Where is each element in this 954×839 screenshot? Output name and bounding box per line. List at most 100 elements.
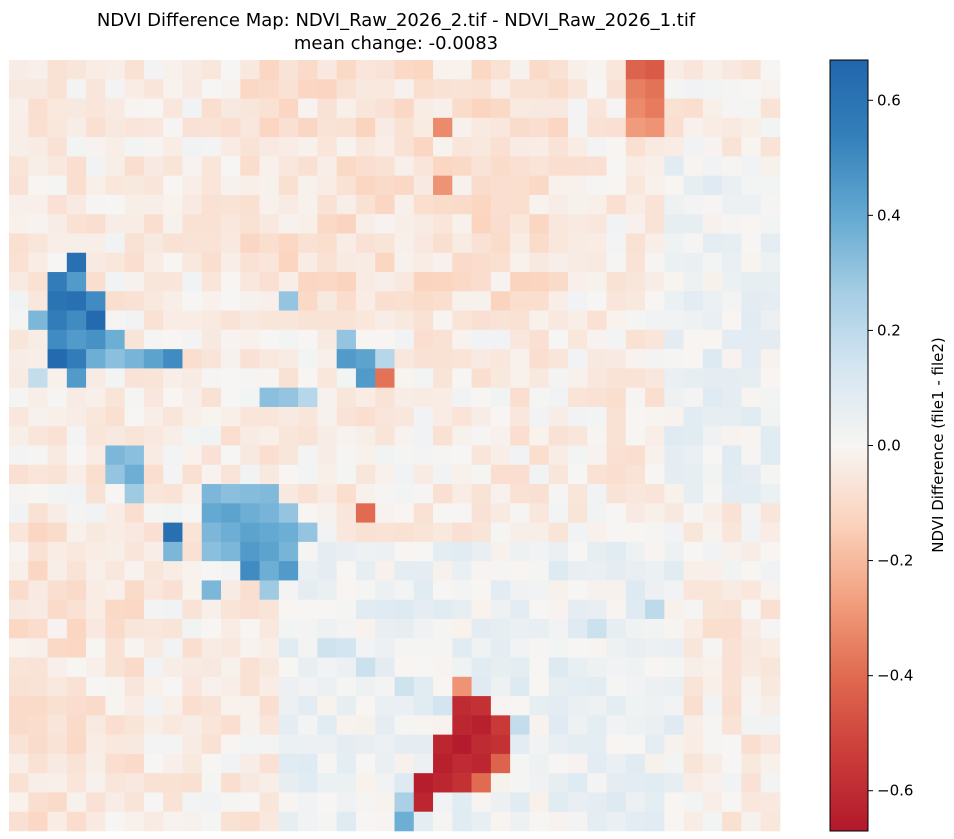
heatmap-cell (606, 349, 627, 369)
heatmap-cell (317, 291, 337, 311)
heatmap-cell (471, 734, 492, 755)
heatmap-cell (548, 734, 569, 755)
heatmap-cell (606, 117, 627, 138)
heatmap-cell (336, 445, 357, 466)
heatmap-cell (182, 79, 203, 99)
heatmap-cell (413, 522, 434, 543)
heatmap-cell (355, 484, 376, 504)
heatmap-cell (567, 503, 588, 523)
heatmap-cell (182, 464, 203, 485)
heatmap-cell (201, 599, 222, 620)
heatmap-cell (375, 715, 395, 735)
heatmap-cell (510, 272, 530, 292)
heatmap-cell (28, 753, 48, 774)
heatmap-cell (567, 561, 588, 581)
heatmap-cell (548, 464, 569, 485)
heatmap-cell (702, 194, 723, 215)
heatmap-cell (355, 696, 376, 716)
heatmap-cell (47, 734, 68, 755)
heatmap-cell (722, 349, 742, 369)
heatmap-cell (375, 214, 395, 234)
heatmap-cell (625, 426, 646, 446)
heatmap-cell (86, 676, 106, 697)
heatmap-cell (760, 98, 781, 119)
heatmap-cell (471, 175, 492, 196)
heatmap-cell (124, 715, 145, 735)
heatmap-cell (471, 349, 492, 369)
heatmap-cell (760, 214, 781, 234)
heatmap-cell (28, 252, 48, 273)
heatmap-cell (201, 194, 222, 215)
heatmap-cell (278, 599, 299, 620)
heatmap-cell (625, 117, 646, 138)
heatmap-cell (683, 715, 704, 735)
heatmap-cell (66, 618, 87, 639)
heatmap-cell (702, 541, 723, 562)
heatmap-cell (664, 503, 684, 523)
heatmap-cell (587, 503, 607, 523)
heatmap-cell (124, 349, 145, 369)
heatmap-cell (433, 79, 453, 99)
heatmap-cell (625, 252, 646, 273)
heatmap-cell (722, 638, 742, 658)
heatmap-cell (259, 445, 280, 466)
heatmap-cell (548, 657, 569, 678)
heatmap-cell (606, 618, 627, 639)
heatmap-cell (587, 272, 607, 292)
heatmap-cell (375, 156, 395, 176)
heatmap-cell (105, 291, 125, 311)
heatmap-cell (722, 310, 742, 331)
heatmap-cell (529, 387, 549, 408)
heatmap-cell (182, 734, 203, 755)
heatmap-cell (336, 792, 357, 813)
heatmap-cell (336, 464, 357, 485)
heatmap-cell (490, 329, 511, 350)
heatmap-cell (548, 137, 569, 157)
heatmap-cell (259, 811, 280, 832)
heatmap-cell (278, 445, 299, 466)
heatmap-cell (741, 175, 762, 196)
heatmap-cell (433, 291, 453, 311)
heatmap-cell (664, 406, 684, 427)
heatmap-cell (355, 233, 376, 254)
heatmap-cell (124, 175, 145, 196)
heatmap-cell (490, 117, 511, 138)
heatmap-cell (143, 310, 164, 331)
heatmap-cell (587, 252, 607, 273)
heatmap-cell (664, 811, 684, 832)
heatmap-cell (336, 715, 357, 735)
heatmap-cell (548, 484, 569, 504)
heatmap-cell (86, 406, 106, 427)
heatmap-cell (201, 541, 222, 562)
heatmap-cell (259, 657, 280, 678)
heatmap-cell (529, 445, 549, 466)
heatmap-cell (625, 310, 646, 331)
heatmap-cell (201, 349, 222, 369)
heatmap-cell (722, 599, 742, 620)
heatmap-cell (66, 696, 87, 716)
heatmap-cell (394, 696, 415, 716)
heatmap-cell (9, 98, 29, 119)
heatmap-cell (606, 773, 627, 793)
heatmap-cell (298, 618, 318, 639)
heatmap-cell (278, 79, 299, 99)
heatmap-cell (722, 734, 742, 755)
heatmap-cell (336, 291, 357, 311)
heatmap-cell (163, 657, 183, 678)
heatmap-cell (741, 252, 762, 273)
heatmap-cell (9, 484, 29, 504)
heatmap-cell (548, 214, 569, 234)
heatmap-cell (741, 329, 762, 350)
heatmap-cell (606, 753, 627, 774)
heatmap-cell (606, 657, 627, 678)
heatmap-cell (143, 734, 164, 755)
heatmap-cell (336, 811, 357, 832)
heatmap-cell (606, 445, 627, 466)
heatmap-cell (182, 599, 203, 620)
heatmap-cell (259, 387, 280, 408)
heatmap-cell (47, 214, 68, 234)
heatmap-cell (298, 252, 318, 273)
heatmap-cell (28, 175, 48, 196)
heatmap-cell (510, 194, 530, 215)
heatmap-cell (201, 638, 222, 658)
